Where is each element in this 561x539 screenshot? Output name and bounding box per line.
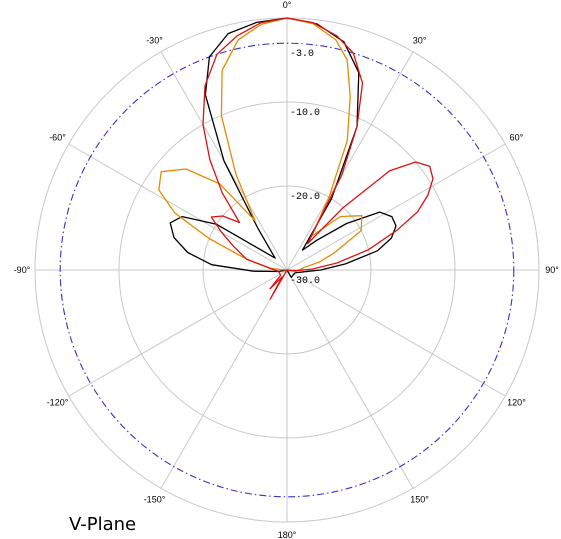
angle-tick-label: 180° — [278, 530, 297, 539]
grid-spoke — [286, 51, 414, 271]
grid-spoke — [160, 269, 288, 489]
angle-tick-label: 0° — [283, 0, 292, 10]
reference-circle-group — [59, 42, 515, 498]
series-line-1 — [169, 17, 397, 278]
radial-label-group: -3.0 -10.0 -20.0 -30.0 — [290, 49, 320, 287]
angle-tick-label: 60° — [510, 133, 524, 143]
grid-spoke — [68, 269, 288, 397]
angle-tick-label: -60° — [49, 133, 66, 143]
grid-spoke — [286, 269, 506, 397]
reference-circle — [59, 42, 515, 498]
angle-tick-label: -120° — [47, 398, 69, 408]
angle-tick-label: 150° — [410, 494, 429, 504]
angle-tick-label: 120° — [507, 398, 526, 408]
series-line-3 — [202, 17, 434, 300]
chart-caption: V-Plane — [69, 514, 137, 535]
angle-tick-label: -150° — [144, 494, 166, 504]
radial-tick-label: -10.0 — [290, 108, 320, 119]
angle-label-group: 0° 30° 60° 90° 120° 150° 180° -150° -120° -90° -60… — [14, 0, 560, 539]
angle-tick-label: -30° — [146, 36, 163, 46]
grid-spoke — [286, 269, 414, 489]
angle-tick-label: 30° — [413, 36, 427, 46]
angle-tick-label: -90° — [14, 265, 31, 275]
radial-tick-label: -30.0 — [290, 276, 320, 287]
angle-tick-label: 90° — [545, 265, 559, 275]
series-group — [158, 17, 434, 300]
grid-spoke — [286, 143, 506, 271]
polar-grid — [34, 17, 540, 523]
radial-tick-label: -3.0 — [290, 49, 314, 60]
grid-spoke — [68, 143, 288, 271]
radial-tick-label: -20.0 — [290, 192, 320, 203]
